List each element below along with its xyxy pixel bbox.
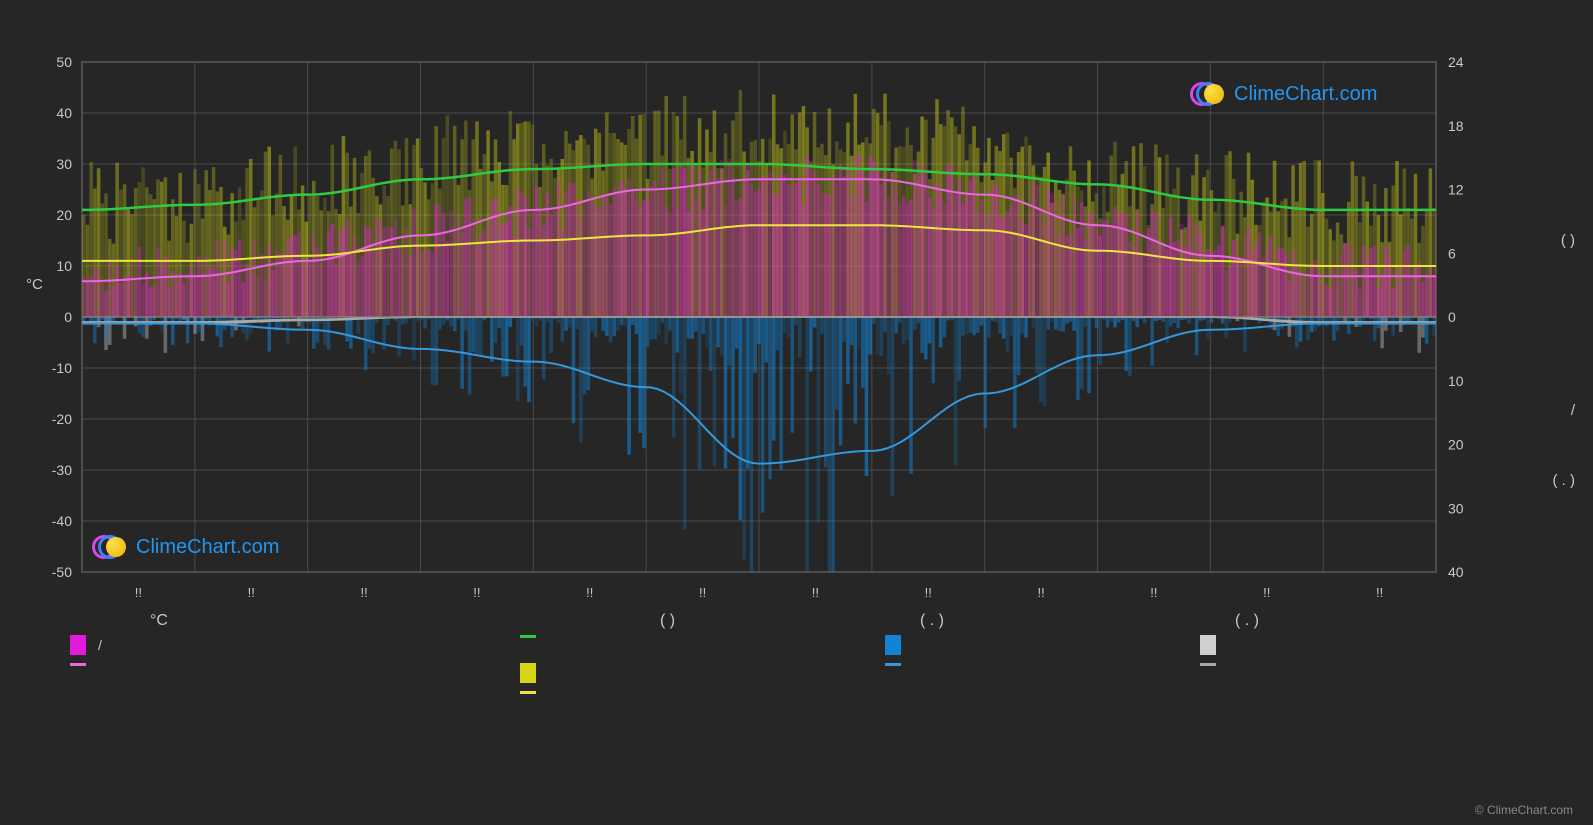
svg-text:-20: -20 [52,411,72,427]
legend-item [885,663,913,666]
swatch-bar [885,635,901,655]
x-tick: !! [812,585,819,600]
climate-chart: 50 40 30 20 10 0 -10 -20 -30 -40 -50 24 18 12 6 0 10 20 30… [0,0,1593,825]
svg-text:24: 24 [1448,54,1464,70]
x-tick: !! [1376,585,1383,600]
watermark: ClimeChart.com [92,535,279,559]
x-tick: !! [473,585,480,600]
legend-item [1200,663,1228,666]
swatch-line [520,691,536,694]
copyright-text: © ClimeChart.com [1475,803,1573,817]
svg-text:0: 0 [64,309,72,325]
svg-text:30: 30 [1448,500,1464,516]
svg-text:0: 0 [1448,309,1456,325]
legend-item [520,663,548,683]
legend-item [520,691,548,694]
y-axis-left-label: °C [26,276,43,293]
x-tick: !! [699,585,706,600]
x-tick: !! [248,585,255,600]
legend-header-2: ( ) [660,612,675,630]
swatch-bar [1200,635,1216,655]
svg-text:6: 6 [1448,245,1456,261]
svg-text:50: 50 [56,54,72,70]
x-tick: !! [586,585,593,600]
legend-item [70,663,98,666]
svg-text:18: 18 [1448,118,1464,134]
svg-text:-40: -40 [52,513,72,529]
legend-item [520,635,548,638]
svg-text:-10: -10 [52,360,72,376]
x-tick: !! [360,585,367,600]
x-tick: !! [135,585,142,600]
watermark-text: ClimeChart.com [1234,83,1377,106]
watermark: ClimeChart.com [1190,82,1377,106]
x-tick: !! [925,585,932,600]
swatch-line [70,663,86,666]
y-axis-right-label-mid: / [1571,402,1575,419]
x-tick: !! [1037,585,1044,600]
svg-text:10: 10 [56,258,72,274]
svg-text:40: 40 [56,105,72,121]
swatch-bar [520,663,536,683]
legend-item [885,635,913,655]
legend-item: / [70,635,102,655]
swatch-line [1200,663,1216,666]
legend-label: / [98,637,102,653]
svg-text:10: 10 [1448,373,1464,389]
svg-text:-50: -50 [52,564,72,580]
legend-item [1200,635,1228,655]
svg-text:12: 12 [1448,182,1464,198]
swatch-line [520,635,536,638]
y-axis-right-label-bot: ( . ) [1553,472,1576,489]
climechart-logo-icon [92,535,128,559]
legend-header-3: ( . ) [920,612,944,630]
climechart-logo-icon [1190,82,1226,106]
x-tick: !! [1150,585,1157,600]
svg-text:20: 20 [1448,437,1464,453]
svg-text:40: 40 [1448,564,1464,580]
legend-header-1: °C [150,612,168,630]
x-tick: !! [1263,585,1270,600]
swatch-bar [70,635,86,655]
svg-text:20: 20 [56,207,72,223]
swatch-line [885,663,901,666]
watermark-text: ClimeChart.com [136,536,279,559]
legend-header-4: ( . ) [1235,612,1259,630]
svg-text:-30: -30 [52,462,72,478]
y-axis-right-label-top: ( ) [1561,232,1575,249]
svg-text:30: 30 [56,156,72,172]
